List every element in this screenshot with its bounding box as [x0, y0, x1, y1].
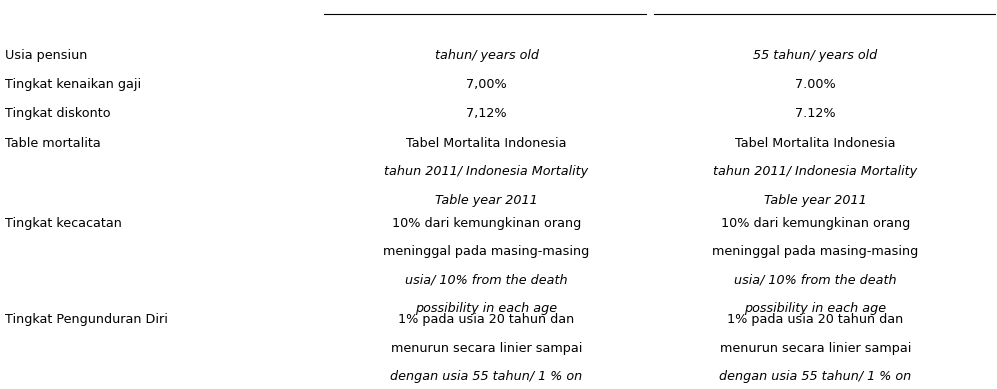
Text: Tabel Mortalita Indonesia: Tabel Mortalita Indonesia [736, 137, 895, 150]
Text: 1% pada usia 20 tahun dan: 1% pada usia 20 tahun dan [728, 313, 903, 326]
Text: possibility in each age: possibility in each age [416, 302, 557, 315]
Text: Tingkat diskonto: Tingkat diskonto [5, 107, 111, 120]
Text: 1% pada usia 20 tahun dan: 1% pada usia 20 tahun dan [399, 313, 574, 326]
Text: tahun/ years old: tahun/ years old [435, 49, 538, 61]
Text: tahun 2011/ Indonesia Mortality: tahun 2011/ Indonesia Mortality [714, 165, 917, 178]
Text: Table year 2011: Table year 2011 [435, 194, 538, 207]
Text: tahun 2011/ Indonesia Mortality: tahun 2011/ Indonesia Mortality [385, 165, 588, 178]
Text: 10% dari kemungkinan orang: 10% dari kemungkinan orang [392, 217, 581, 230]
Text: menurun secara linier sampai: menurun secara linier sampai [391, 342, 582, 354]
Text: Usia pensiun: Usia pensiun [5, 49, 88, 61]
Text: Tingkat kecacatan: Tingkat kecacatan [5, 217, 122, 230]
Text: Tingkat kenaikan gaji: Tingkat kenaikan gaji [5, 78, 142, 91]
Text: Tabel Mortalita Indonesia: Tabel Mortalita Indonesia [407, 137, 566, 150]
Text: 7,00%: 7,00% [467, 78, 506, 91]
Text: dengan usia 55 tahun/ 1 % on: dengan usia 55 tahun/ 1 % on [720, 370, 911, 383]
Text: usia/ 10% from the death: usia/ 10% from the death [734, 274, 897, 287]
Text: usia/ 10% from the death: usia/ 10% from the death [405, 274, 568, 287]
Text: Table year 2011: Table year 2011 [764, 194, 867, 207]
Text: possibility in each age: possibility in each age [745, 302, 886, 315]
Text: meninggal pada masing-masing: meninggal pada masing-masing [384, 245, 589, 258]
Text: 7.00%: 7.00% [796, 78, 835, 91]
Text: menurun secara linier sampai: menurun secara linier sampai [720, 342, 911, 354]
Text: dengan usia 55 tahun/ 1 % on: dengan usia 55 tahun/ 1 % on [391, 370, 582, 383]
Text: 7,12%: 7,12% [467, 107, 506, 120]
Text: Tingkat Pengunduran Diri: Tingkat Pengunduran Diri [5, 313, 167, 326]
Text: 10% dari kemungkinan orang: 10% dari kemungkinan orang [721, 217, 910, 230]
Text: meninggal pada masing-masing: meninggal pada masing-masing [713, 245, 918, 258]
Text: 55 tahun/ years old: 55 tahun/ years old [754, 49, 877, 61]
Text: 7.12%: 7.12% [796, 107, 835, 120]
Text: Table mortalita: Table mortalita [5, 137, 101, 150]
